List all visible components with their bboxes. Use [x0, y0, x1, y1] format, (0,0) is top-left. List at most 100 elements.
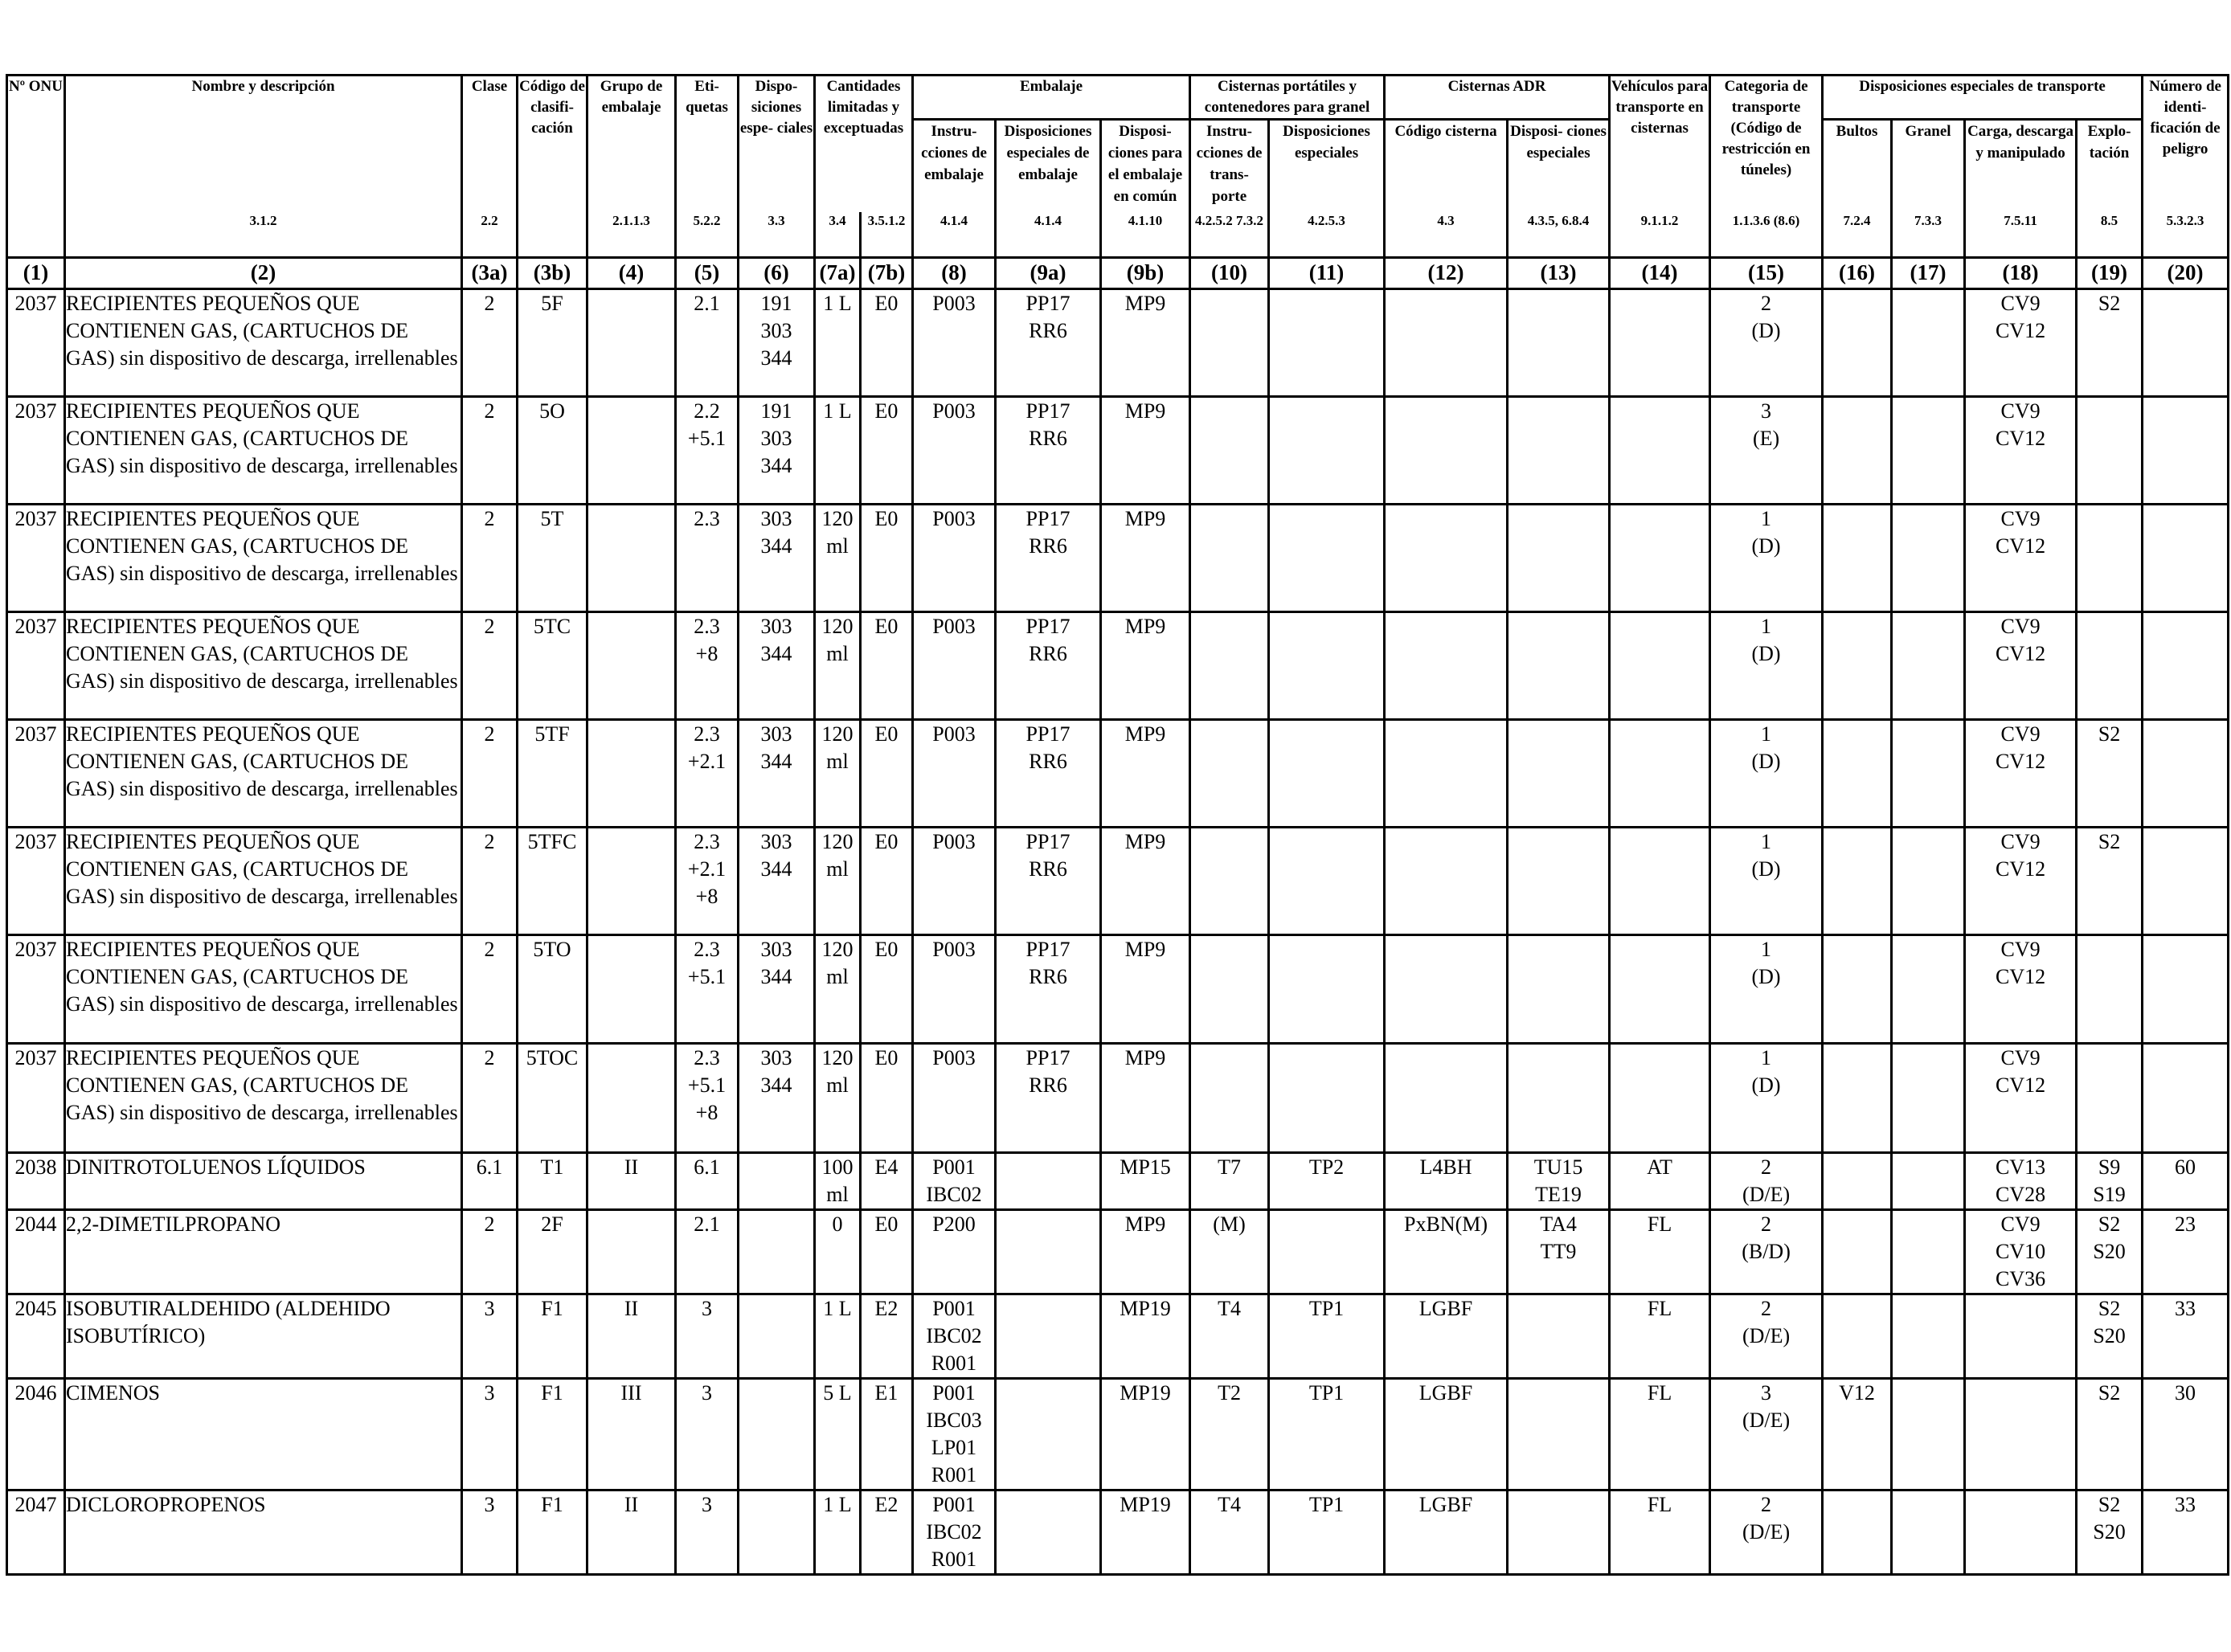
- table-cell: [1506, 718, 1611, 828]
- header-labels: Eti- quetas: [674, 74, 739, 212]
- header-special-packing: Disposiciones especiales de embalaje: [994, 118, 1102, 212]
- header-portable-tanks: Cisternas portátiles y contenedores para…: [1189, 74, 1386, 121]
- table-cell: S2: [2075, 826, 2144, 936]
- un-number-cell: 2047: [6, 1489, 66, 1576]
- table-cell: [1890, 1151, 1967, 1211]
- table-cell: [1890, 718, 1967, 828]
- reference-cell: 4.1.10: [1099, 212, 1192, 259]
- table-cell: [1608, 718, 1712, 828]
- table-cell: 3: [461, 1489, 518, 1576]
- reference-cell: [516, 212, 588, 259]
- table-cell: 2.3: [674, 503, 739, 613]
- table-cell: 2: [461, 288, 518, 398]
- table-cell: 303 344: [737, 1042, 816, 1154]
- un-number-cell: 2037: [6, 934, 66, 1045]
- table-cell: 2: [461, 611, 518, 721]
- table-cell: 120 ml: [813, 718, 862, 828]
- table-cell: CV9 CV12: [1963, 503, 2078, 613]
- table-cell: S2 S20: [2075, 1489, 2144, 1576]
- header-packing-instructions: Instru- cciones de embalaje: [911, 118, 997, 212]
- table-cell: 1 (D): [1709, 934, 1824, 1045]
- header-class: Clase: [461, 74, 518, 212]
- table-cell: PP17 RR6: [994, 288, 1102, 398]
- table-cell: 2: [461, 718, 518, 828]
- column-number-cell: (17): [1890, 256, 1967, 290]
- reference-cell: 1.1.3.6 (8.6): [1709, 212, 1824, 259]
- header-special-transport: Disposiciones especiales de transporte: [1821, 74, 2144, 121]
- table-cell: [586, 934, 677, 1045]
- table-cell: [1963, 1293, 2078, 1380]
- reference-cell: 4.1.4: [994, 212, 1102, 259]
- name-cell: RECIPIENTES PEQUEÑOS QUE CONTIENEN GAS, …: [63, 718, 463, 828]
- table-cell: 1 (D): [1709, 1042, 1824, 1154]
- table-cell: 303 344: [737, 718, 816, 828]
- table-cell: F1: [516, 1489, 588, 1576]
- table-cell: [994, 1377, 1102, 1491]
- table-cell: 1 (D): [1709, 611, 1824, 721]
- table-cell: CV9 CV12: [1963, 718, 2078, 828]
- table-cell: [1608, 611, 1712, 721]
- table-cell: 3 (E): [1709, 395, 1824, 505]
- reference-cell: 5.2.2: [674, 212, 739, 259]
- table-cell: E0: [859, 1042, 914, 1154]
- table-cell: 60: [2141, 1151, 2230, 1211]
- table-cell: T7: [1189, 1151, 1271, 1211]
- header-packing-group: Grupo de embalaje: [586, 74, 677, 212]
- table-cell: 120 ml: [813, 826, 862, 936]
- table-row: 2047 DICLOROPROPENOS 3 F1 II 3 1 L E2 P001 IBC02…: [6, 1489, 2230, 1576]
- table-cell: 1 L: [813, 1489, 862, 1576]
- un-number-cell: 2045: [6, 1293, 66, 1380]
- table-cell: 5T: [516, 503, 588, 613]
- table-cell: 33: [2141, 1293, 2230, 1380]
- table-cell: 120 ml: [813, 611, 862, 721]
- table-cell: 2 (D): [1709, 288, 1824, 398]
- table-cell: 2 (B/D): [1709, 1208, 1824, 1295]
- table-cell: [1890, 1208, 1967, 1295]
- reference-cell: 5.3.2.3: [2141, 212, 2230, 259]
- table-cell: [1189, 1042, 1271, 1154]
- reference-cell: 2.1.1.3: [586, 212, 677, 259]
- table-cell: V12: [1821, 1377, 1893, 1491]
- name-cell: RECIPIENTES PEQUEÑOS QUE CONTIENEN GAS, …: [63, 395, 463, 505]
- table-cell: 2F: [516, 1208, 588, 1295]
- table-cell: [1821, 1489, 1893, 1576]
- table-cell: [1189, 826, 1271, 936]
- header-pt-instructions: Instru- cciones de trans- porte: [1189, 118, 1271, 212]
- reference-cell: 7.5.11: [1963, 212, 2078, 259]
- table-cell: [2141, 503, 2230, 613]
- table-cell: 2.3 +5.1: [674, 934, 739, 1045]
- un-number-cell: 2037: [6, 288, 66, 398]
- header-transport-category: Categoria de transporte (Código de restr…: [1709, 74, 1824, 212]
- table-cell: [1821, 1208, 1893, 1295]
- table-cell: [2141, 611, 2230, 721]
- table-cell: 33: [2141, 1489, 2230, 1576]
- table-cell: F1: [516, 1293, 588, 1380]
- reference-cell: 4.2.5.3: [1267, 212, 1386, 259]
- column-number-cell: (11): [1267, 256, 1386, 290]
- column-number-cell: (3b): [516, 256, 588, 290]
- table-cell: FL: [1608, 1293, 1712, 1380]
- table-cell: L4BH: [1383, 1151, 1509, 1211]
- table-row: 2037 RECIPIENTES PEQUEÑOS QUE CONTIENEN G…: [6, 718, 2230, 828]
- table-cell: [737, 1489, 816, 1576]
- table-cell: 1 L: [813, 395, 862, 505]
- header-bulk: Granel: [1890, 118, 1967, 212]
- table-cell: TP1: [1267, 1293, 1386, 1380]
- table-row: 2037 RECIPIENTES PEQUEÑOS QUE CONTIENEN G…: [6, 395, 2230, 505]
- reference-cell: 3.1.2: [63, 212, 463, 259]
- table-cell: 1 L: [813, 1293, 862, 1380]
- table-cell: [1821, 718, 1893, 828]
- table-cell: P003: [911, 934, 997, 1045]
- table-cell: 6.1: [461, 1151, 518, 1211]
- header-loading: Carga, descarga y manipulado: [1963, 118, 2078, 212]
- table-cell: [1890, 934, 1967, 1045]
- table-cell: 120 ml: [813, 934, 862, 1045]
- table-cell: [2075, 934, 2144, 1045]
- table-cell: S2: [2075, 1377, 2144, 1491]
- column-number-cell: (6): [737, 256, 816, 290]
- table-cell: [1189, 288, 1271, 398]
- table-cell: [994, 1293, 1102, 1380]
- reference-cell: 9.1.1.2: [1608, 212, 1712, 259]
- table-cell: 30: [2141, 1377, 2230, 1491]
- header-pt-special: Disposiciones especiales: [1267, 118, 1386, 212]
